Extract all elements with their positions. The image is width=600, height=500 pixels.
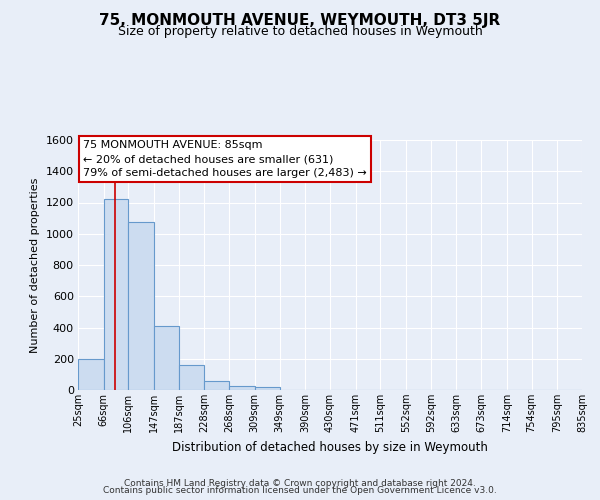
Bar <box>78 359 104 390</box>
Bar <box>128 222 154 390</box>
Text: Contains HM Land Registry data © Crown copyright and database right 2024.: Contains HM Land Registry data © Crown c… <box>124 478 476 488</box>
Text: Contains public sector information licensed under the Open Government Licence v3: Contains public sector information licen… <box>103 486 497 495</box>
Y-axis label: Number of detached properties: Number of detached properties <box>30 178 40 352</box>
X-axis label: Distribution of detached houses by size in Weymouth: Distribution of detached houses by size … <box>172 440 488 454</box>
Bar <box>104 198 128 390</box>
Bar <box>229 386 255 390</box>
Bar <box>179 365 205 390</box>
Bar <box>205 382 229 390</box>
Text: Size of property relative to detached houses in Weymouth: Size of property relative to detached ho… <box>118 25 482 38</box>
Bar <box>255 387 280 390</box>
Text: 75, MONMOUTH AVENUE, WEYMOUTH, DT3 5JR: 75, MONMOUTH AVENUE, WEYMOUTH, DT3 5JR <box>100 12 500 28</box>
Text: 75 MONMOUTH AVENUE: 85sqm
← 20% of detached houses are smaller (631)
79% of semi: 75 MONMOUTH AVENUE: 85sqm ← 20% of detac… <box>83 140 367 178</box>
Bar <box>154 326 179 390</box>
